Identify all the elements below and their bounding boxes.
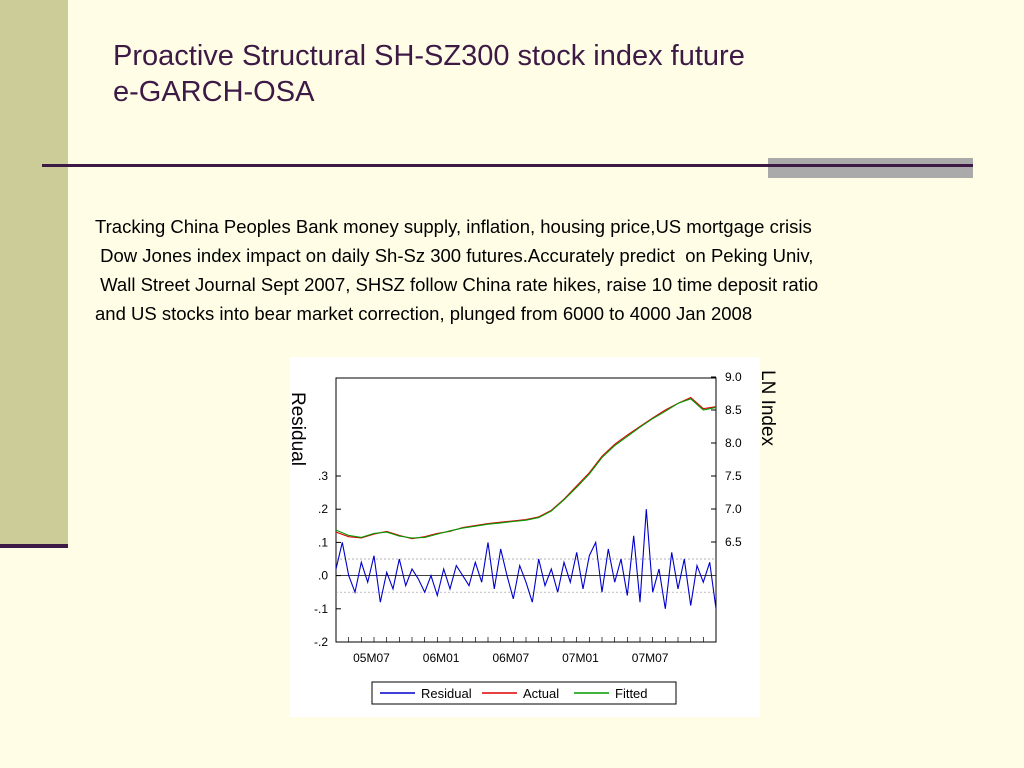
x-tick-label: 05M07 bbox=[353, 651, 390, 665]
slide-body: Tracking China Peoples Bank money supply… bbox=[95, 212, 1005, 328]
right-axis: 9.0 8.5 8.0 7.5 7.0 6.5 bbox=[711, 370, 742, 549]
chart-panel bbox=[290, 357, 760, 717]
series-fitted-line bbox=[335, 398, 717, 539]
legend: Residual Actual Fitted bbox=[371, 681, 677, 705]
right-axis-title: LN Index bbox=[757, 370, 778, 447]
left-tick-label: .2 bbox=[318, 502, 328, 516]
side-bar bbox=[0, 0, 68, 545]
left-axis: .3 .2 .1 .0 -.1 -.2 bbox=[314, 469, 341, 649]
legend-box bbox=[371, 681, 677, 705]
x-axis: 05M07 06M01 06M07 07M01 07M07 bbox=[335, 637, 717, 665]
x-tick-label: 07M01 bbox=[562, 651, 599, 665]
x-tick-label: 06M01 bbox=[423, 651, 460, 665]
title-divider bbox=[42, 164, 972, 167]
body-line: Wall Street Journal Sept 2007, SHSZ foll… bbox=[95, 274, 819, 295]
right-tick-label: 6.5 bbox=[725, 535, 742, 549]
side-bar-foot bbox=[0, 544, 68, 548]
right-tick-label: 8.0 bbox=[725, 436, 742, 450]
series-actual-line bbox=[335, 396, 717, 540]
left-axis-title: Residual bbox=[287, 392, 308, 466]
right-tick-label: 7.5 bbox=[725, 469, 742, 483]
residual-actual-fitted-chart: .3.2.1.0-.1-.2 9.08.58.07.57.06.5 05M07 0… bbox=[314, 370, 742, 705]
x-tick-label: 06M07 bbox=[492, 651, 529, 665]
left-tick-label: .0 bbox=[318, 569, 328, 583]
legend-label-actual: Actual bbox=[523, 686, 559, 701]
body-line: Dow Jones index impact on daily Sh-Sz 30… bbox=[95, 245, 814, 266]
left-tick-label: -.1 bbox=[314, 602, 328, 616]
left-tick-label: .1 bbox=[318, 535, 328, 549]
slide-title: Proactive Structural SH-SZ300 stock inde… bbox=[113, 38, 745, 110]
series-lines bbox=[335, 396, 717, 609]
body-line: Tracking China Peoples Bank money supply… bbox=[95, 216, 812, 237]
series-residual-line bbox=[335, 509, 717, 609]
title-line-2: e-GARCH-OSA bbox=[113, 76, 315, 108]
title-divider-accent bbox=[768, 158, 973, 178]
right-tick-label: 9.0 bbox=[725, 370, 742, 384]
right-tick-label: 8.5 bbox=[725, 403, 742, 417]
legend-label-fitted: Fitted bbox=[615, 686, 648, 701]
title-line-1: Proactive Structural SH-SZ300 stock inde… bbox=[113, 40, 745, 72]
left-tick-label: .3 bbox=[318, 469, 328, 483]
x-tick-label: 07M07 bbox=[632, 651, 669, 665]
left-tick-label: -.2 bbox=[314, 635, 328, 649]
plot-frame bbox=[335, 377, 717, 643]
right-tick-label: 7.0 bbox=[725, 502, 742, 516]
legend-label-residual: Residual bbox=[421, 686, 472, 701]
body-line: and US stocks into bear market correctio… bbox=[95, 303, 753, 324]
